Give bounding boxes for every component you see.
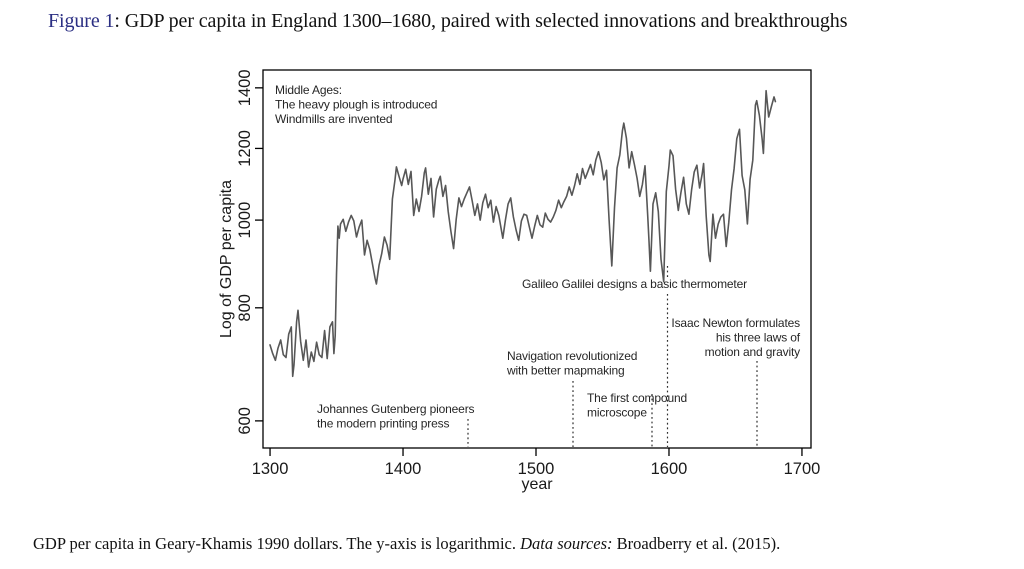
caption-text: GDP per capita in Geary-Khamis 1990 doll… [33, 534, 521, 553]
y-tick-label: 600 [236, 407, 254, 435]
caption-data-sources-label: Data sources: [520, 534, 617, 553]
figure-title: Figure 1: GDP per capita in England 1300… [48, 10, 847, 33]
y-tick-label: 800 [236, 294, 254, 322]
figure-title-text: : GDP per capita in England 1300–1680, p… [114, 10, 848, 32]
y-tick-label: 1000 [236, 202, 254, 239]
y-tick-label: 1400 [236, 69, 254, 106]
annotation-microscope: The first compound microscope [587, 391, 687, 420]
annotation-middle-ages: Middle Ages: The heavy plough is introduc… [275, 83, 437, 126]
x-tick-label: 1300 [252, 460, 289, 478]
x-axis-title: year [521, 476, 553, 493]
x-tick-label: 1600 [651, 460, 688, 478]
figure-number-label: Figure 1 [48, 10, 115, 32]
x-tick-label: 1400 [385, 460, 422, 478]
x-tick-label: 1700 [784, 460, 821, 478]
gdp-series-line [269, 89, 777, 378]
plot-frame [262, 69, 812, 449]
y-tick-label: 1200 [236, 130, 254, 167]
x-tick-label: 1500 [518, 460, 555, 478]
caption-source-text: Broadberry et al. (2015). [616, 534, 781, 553]
annotation-newton: Isaac Newton formulates his three laws of… [671, 316, 800, 359]
y-axis-title: Log of GDP per capita [218, 180, 235, 338]
figure-caption: GDP per capita in Geary-Khamis 1990 doll… [33, 534, 780, 554]
annotation-navigation: Navigation revolutionized with better map… [506, 349, 637, 378]
annotation-galileo: Galileo Galilei designs a basic thermome… [522, 277, 747, 291]
annotation-gutenberg: Johannes Gutenberg pioneers the modern pr… [317, 402, 475, 431]
